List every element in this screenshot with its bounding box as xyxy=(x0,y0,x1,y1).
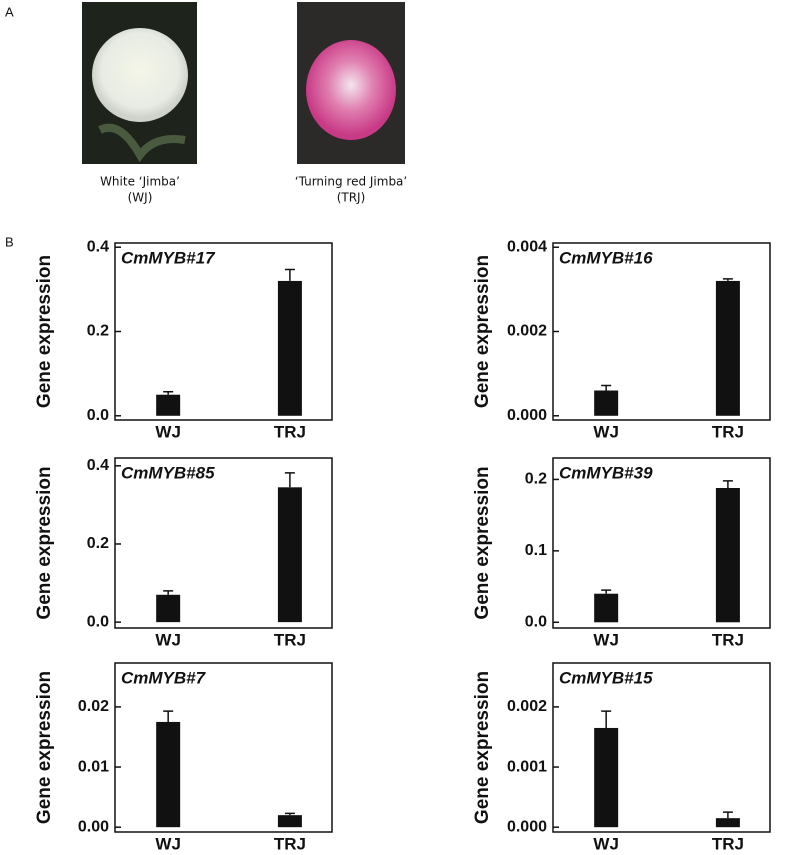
error-bar xyxy=(722,278,733,281)
error-bar xyxy=(722,480,733,488)
error-bar xyxy=(163,391,174,395)
y-tick-label: 0.1 xyxy=(525,542,547,559)
y-tick-label: 0.002 xyxy=(507,323,547,340)
chart-title: CmMYB#16 xyxy=(559,248,653,267)
y-tick-label: 0.0 xyxy=(87,613,109,630)
error-bar xyxy=(163,590,174,595)
error-bar xyxy=(284,268,295,281)
bar xyxy=(715,280,740,416)
error-bar xyxy=(284,812,295,816)
panel-label: A xyxy=(5,4,14,19)
y-tick-label: 0.2 xyxy=(87,535,109,552)
x-tick-label: WJ xyxy=(155,422,181,441)
plot-frame xyxy=(552,457,771,629)
x-tick-label: TRJ xyxy=(274,422,306,441)
y-axis-label: Gene expression xyxy=(34,255,55,408)
x-tick-label: WJ xyxy=(593,834,619,850)
x-tick-label: WJ xyxy=(155,834,181,850)
y-tick-label: 0.2 xyxy=(87,323,109,340)
y-tick-label: 0.4 xyxy=(87,457,109,474)
photo-caption: (WJ) xyxy=(128,191,153,205)
chart-title: CmMYB#39 xyxy=(559,463,653,482)
y-tick-label: 0.001 xyxy=(507,758,547,775)
photo xyxy=(82,2,197,164)
error-bar xyxy=(601,710,612,728)
error-bar xyxy=(601,384,612,391)
error-bar xyxy=(163,710,174,722)
plot-frame xyxy=(552,662,771,833)
error-bar xyxy=(284,472,295,488)
y-axis-label: Gene expression xyxy=(34,671,55,824)
x-tick-label: TRJ xyxy=(712,630,744,649)
y-axis-label: Gene expression xyxy=(472,255,493,408)
photo xyxy=(297,2,405,164)
chart-title: CmMYB#15 xyxy=(559,668,653,687)
y-tick-label: 0.004 xyxy=(507,238,547,255)
x-tick-label: TRJ xyxy=(712,834,744,850)
bar xyxy=(277,487,302,623)
bar xyxy=(156,594,181,623)
y-axis-label: Gene expression xyxy=(34,466,55,619)
y-tick-label: 0.4 xyxy=(87,238,109,255)
y-axis-label: Gene expression xyxy=(472,466,493,619)
panel-label: B xyxy=(5,234,14,249)
y-axis-label: Gene expression xyxy=(472,671,493,824)
x-tick-label: TRJ xyxy=(712,422,744,441)
photo-caption: White ‘Jimba’ xyxy=(100,175,180,189)
bar xyxy=(156,394,181,416)
bar xyxy=(277,280,302,416)
y-tick-label: 0.000 xyxy=(507,818,547,835)
bar xyxy=(594,727,619,828)
y-tick-label: 0.000 xyxy=(507,407,547,424)
y-tick-label: 0.0 xyxy=(525,614,547,631)
x-tick-label: WJ xyxy=(593,630,619,649)
bar xyxy=(715,818,740,828)
bar xyxy=(594,390,619,416)
y-tick-label: 0.02 xyxy=(78,698,109,715)
chart-title: CmMYB#7 xyxy=(121,668,207,687)
x-tick-label: TRJ xyxy=(274,834,306,850)
chart-title: CmMYB#85 xyxy=(121,463,215,482)
x-tick-label: WJ xyxy=(155,630,181,649)
y-tick-label: 0.0 xyxy=(87,407,109,424)
y-tick-label: 0.00 xyxy=(78,818,109,835)
bar xyxy=(594,593,619,623)
bar xyxy=(156,721,181,828)
x-tick-label: WJ xyxy=(593,422,619,441)
photo-caption: ‘Turning red Jimba’ xyxy=(295,175,407,189)
bar xyxy=(715,488,740,623)
y-tick-label: 0.2 xyxy=(525,471,547,488)
y-tick-label: 0.01 xyxy=(78,758,109,775)
x-tick-label: TRJ xyxy=(274,630,306,649)
photo-caption: (TRJ) xyxy=(337,191,366,205)
plot-frame xyxy=(114,457,333,629)
plot-frame xyxy=(114,662,333,833)
chart-title: CmMYB#17 xyxy=(121,248,216,267)
y-tick-label: 0.002 xyxy=(507,698,547,715)
error-bar xyxy=(722,811,733,819)
bar xyxy=(277,815,302,828)
error-bar xyxy=(601,589,612,594)
